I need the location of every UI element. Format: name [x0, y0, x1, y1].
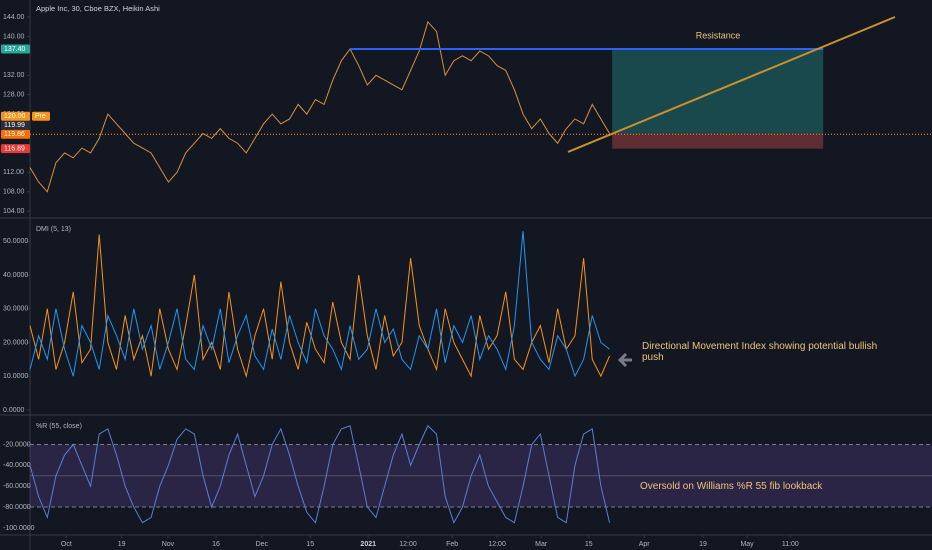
tag-label: Pre: [35, 113, 46, 120]
series-line: [29, 234, 611, 379]
x-tick-label: 16: [212, 541, 220, 548]
x-tick-label: Dec: [256, 541, 269, 548]
x-tick-label: 11:00: [782, 541, 799, 548]
y-tick-label: -60.0000: [3, 483, 31, 490]
y-tick-label: 30.0000: [3, 306, 28, 313]
stop-zone: [612, 133, 824, 149]
price-badge: [1, 120, 30, 130]
price-badge-label: 119.99: [4, 122, 25, 129]
y-tick-label: 0.0000: [3, 407, 25, 414]
chart-title: Apple Inc, 30, Cboe BZX, Heikin Ashi: [36, 4, 160, 13]
x-tick-label: 19: [118, 541, 126, 548]
x-tick-label: Feb: [446, 541, 458, 548]
x-tick-label: 15: [306, 541, 314, 548]
y-tick-label: 40.0000: [3, 272, 28, 279]
y-tick-label: 108.00: [3, 189, 25, 196]
arrow: [617, 352, 632, 368]
price-badge: [1, 44, 30, 54]
price-badge-label: 120.00: [4, 113, 26, 120]
y-tick-label: 128.00: [3, 92, 25, 99]
pane-title: DMI (5, 13): [36, 226, 71, 233]
x-tick-label: 15: [585, 541, 593, 548]
y-tick-label: 10.0000: [3, 373, 28, 380]
tag-badge: [32, 111, 50, 121]
x-tick-label: May: [740, 541, 754, 548]
x-tick-label: Apr: [639, 541, 651, 548]
y-tick-label: 132.00: [3, 72, 25, 79]
y-tick-label: 140.00: [3, 33, 25, 40]
trendline: [567, 16, 896, 153]
series-line: [29, 20, 610, 193]
annotation: Resistance: [696, 30, 741, 40]
price-badge: [1, 129, 30, 139]
price-badge-label: 119.86: [4, 131, 25, 138]
series-line: [29, 231, 610, 378]
x-tick-label: Mar: [535, 541, 548, 548]
price-badge-label: 137.40: [4, 46, 26, 53]
price-badge-label: 116.89: [4, 145, 25, 152]
x-tick-label: 12:00: [488, 541, 506, 548]
y-tick-label: 112.00: [3, 169, 24, 176]
annotation: Directional Movement Index showing poten…: [642, 341, 878, 363]
x-tick-label: Oct: [61, 541, 72, 548]
x-tick-label: Nov: [162, 541, 175, 548]
y-tick-label: 104.00: [3, 208, 25, 215]
price-badge: [1, 144, 30, 154]
y-tick-label: -80.0000: [3, 504, 31, 511]
x-tick-label: 2021: [360, 541, 376, 548]
y-tick-label: -20.0000: [3, 441, 31, 448]
annotation: Oversold on Williams %R 55 fib lookback: [640, 481, 823, 492]
y-tick-label: 50.0000: [3, 238, 28, 245]
x-tick-label: 19: [699, 541, 707, 548]
pane-title: %R (55, close): [36, 423, 82, 430]
y-tick-label: -40.0000: [3, 462, 31, 469]
series-line: [29, 424, 611, 524]
x-tick-label: 12:00: [399, 541, 417, 548]
price-badge: [1, 111, 30, 121]
y-tick-label: 144.00: [3, 14, 25, 21]
y-tick-label: 20.0000: [3, 339, 28, 346]
y-tick-label: -100.0000: [3, 525, 35, 532]
